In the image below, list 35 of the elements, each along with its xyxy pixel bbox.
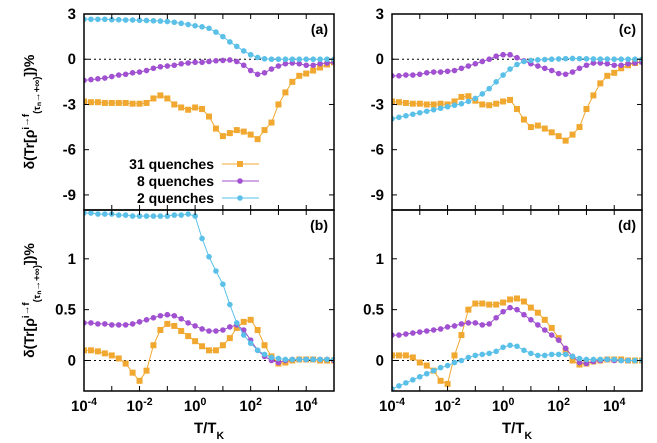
x-tick-label: 10$^{-2}$: [126, 396, 153, 415]
annotation: (a): [310, 21, 328, 37]
y-tick-label: -6: [62, 142, 76, 159]
x-tick-label: 10$^{-2}$: [434, 396, 461, 415]
x-axis-title: T/T$_{K}$: [194, 420, 224, 442]
x-tick-label: 10$^{0}$: [492, 396, 515, 415]
x-tick-label: 10$^{-4}$: [378, 396, 406, 415]
y-tick-label: 0.5: [363, 302, 384, 319]
y-tick-label: 3: [376, 6, 384, 23]
y-tick-label: 1: [376, 250, 384, 268]
x-tick-label: 10$^{-4}$: [70, 396, 98, 415]
y-tick-label: 0.5: [55, 302, 76, 319]
x-tick-label: 10$^{2}$: [547, 396, 570, 415]
x-tick-label: 10$^{2}$: [239, 396, 262, 415]
x-tick-label: 10$^{4}$: [602, 396, 626, 415]
y-tick-label: 1: [68, 250, 76, 268]
y-tick-label: 3: [68, 6, 76, 23]
y-tick-label: -3: [62, 96, 76, 114]
x-tick-label: 10$^{4}$: [294, 396, 318, 415]
x-axis-title: T/T$_{K}$: [502, 420, 532, 442]
x-tick-label: 10$^{0}$: [184, 396, 207, 415]
y-tick-label: 0: [68, 352, 76, 370]
y-tick-label: -6: [370, 142, 384, 159]
legend-label: 8 quenches: [136, 173, 214, 189]
y-tick-label: -3: [370, 96, 384, 114]
y-tick-label: -9: [370, 186, 384, 204]
y-tick-label: 0: [68, 51, 76, 68]
y-tick-label: 0: [376, 51, 384, 68]
legend-label: 2 quenches: [136, 190, 214, 206]
y-tick-label: 0: [376, 352, 384, 370]
annotation: (b): [310, 217, 328, 233]
annotation: (c): [618, 21, 636, 37]
annotation: (d): [618, 217, 636, 233]
y-tick-label: -9: [62, 186, 76, 204]
legend-label: 31 quenches: [129, 156, 214, 172]
